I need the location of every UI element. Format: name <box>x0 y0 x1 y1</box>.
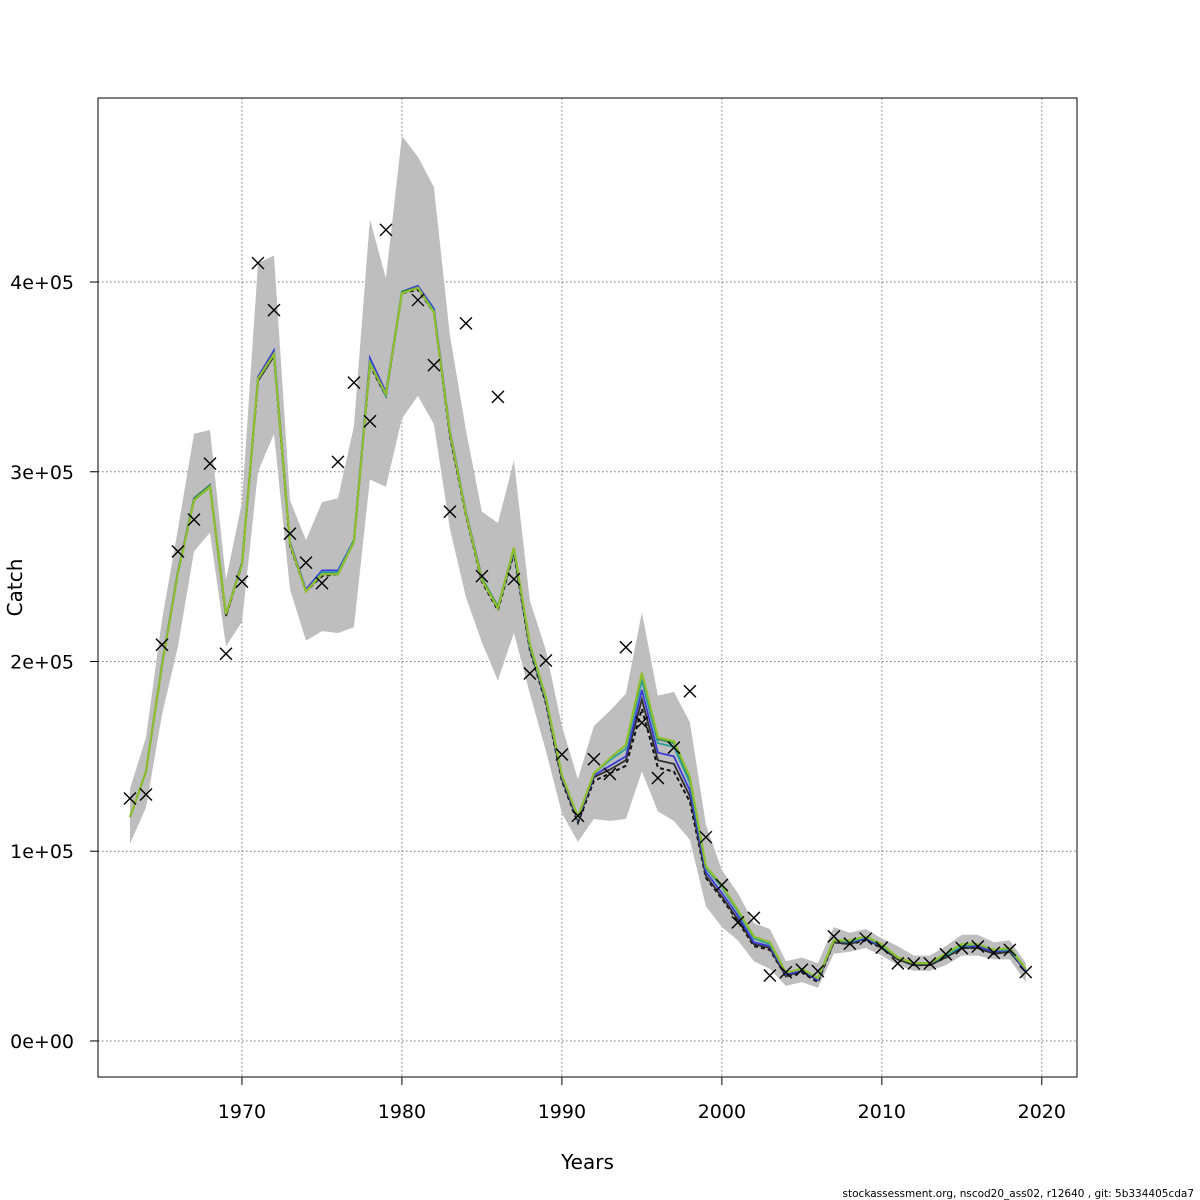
observed-point <box>987 946 1001 960</box>
observed-point <box>891 956 905 970</box>
observed-point <box>507 572 521 586</box>
observed-point <box>763 969 777 982</box>
axes: 1970 1980 1990 2000 2010 2020 0e+00 1e+05 2e+05 3… <box>10 272 1066 1123</box>
observed-point <box>843 937 857 951</box>
observed-point <box>363 414 377 428</box>
x-tick-label: 2000 <box>698 1101 746 1123</box>
observed-point <box>907 957 921 971</box>
observed-point <box>683 684 697 698</box>
y-tick-label: 0e+00 <box>10 1031 74 1053</box>
x-tick-label: 1980 <box>378 1101 426 1123</box>
observed-point <box>283 527 297 541</box>
observed-point <box>731 915 745 929</box>
observed-point <box>219 647 233 661</box>
observed-point <box>811 964 825 978</box>
observed-point <box>459 316 473 330</box>
observed-point <box>123 791 137 805</box>
x-axis-title: Years <box>560 1150 614 1174</box>
observed-point <box>667 741 681 755</box>
observed-point <box>635 716 649 730</box>
y-tick-label: 4e+05 <box>10 272 74 294</box>
observed-point <box>523 666 537 680</box>
observed-point <box>331 455 345 469</box>
observed-point <box>379 223 393 237</box>
footer-note: stockassessment.org, nscod20_ass02, r126… <box>843 1188 1194 1200</box>
y-tick-label: 3e+05 <box>10 462 74 484</box>
observed-point <box>875 941 889 955</box>
observed-point <box>587 752 601 766</box>
x-tick-label: 1970 <box>218 1101 266 1123</box>
observed-point <box>411 293 425 307</box>
observed-point <box>539 654 553 668</box>
observed-point <box>347 376 361 390</box>
observed-point <box>203 457 217 471</box>
observed-point <box>235 575 249 589</box>
y-axis-title: Catch <box>3 559 27 617</box>
observed-point <box>1003 943 1017 957</box>
observed-point <box>443 505 457 519</box>
observed-point <box>619 640 633 654</box>
observed-point <box>795 963 809 977</box>
observed-point <box>555 747 569 761</box>
observed-point <box>571 809 585 823</box>
x-tick-label: 1990 <box>538 1101 586 1123</box>
observed-point <box>267 303 281 317</box>
observed-point <box>155 638 169 652</box>
observed-point <box>475 569 489 583</box>
observed-point <box>251 256 265 270</box>
observed-points <box>123 223 1033 982</box>
observed-point <box>299 556 313 570</box>
observed-point <box>923 957 937 971</box>
confidence-band <box>130 135 1026 988</box>
y-tick-label: 2e+05 <box>10 651 74 673</box>
observed-point <box>859 932 873 946</box>
observed-point <box>139 787 153 801</box>
observed-point <box>779 965 793 979</box>
observed-point <box>715 878 729 892</box>
observed-point <box>939 947 953 961</box>
observed-point <box>971 939 985 953</box>
observed-point <box>747 911 761 925</box>
x-tick-label: 2020 <box>1018 1101 1066 1123</box>
observed-point <box>491 390 505 404</box>
observed-point <box>651 771 665 785</box>
x-tick-label: 2010 <box>858 1101 906 1123</box>
observed-point <box>955 941 969 955</box>
observed-point <box>603 767 617 781</box>
band-area <box>130 135 1026 988</box>
observed-point <box>699 830 713 844</box>
plot-frame <box>97 97 1078 1078</box>
y-tick-label: 1e+05 <box>10 841 74 863</box>
observed-point <box>315 576 329 590</box>
observed-point <box>171 544 185 558</box>
observed-point <box>827 929 841 943</box>
observed-point <box>427 358 441 372</box>
observed-point <box>187 513 201 527</box>
observed-point <box>1019 965 1033 979</box>
